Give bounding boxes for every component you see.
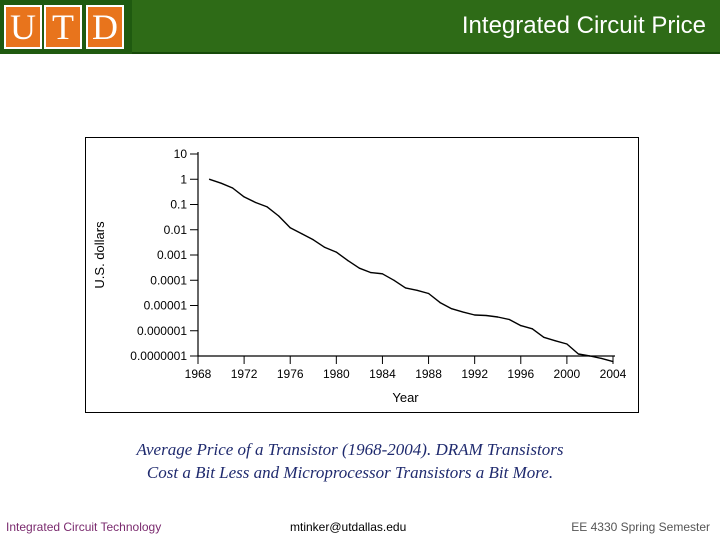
y-tick-label: 1 bbox=[180, 172, 187, 186]
price-data-point bbox=[347, 260, 349, 262]
x-tick-label: 1996 bbox=[507, 367, 534, 381]
y-tick-label: 0.001 bbox=[157, 248, 187, 262]
y-tick-label: 0.1 bbox=[170, 198, 187, 212]
caption-line-1: Average Price of a Transistor (1968-2004… bbox=[136, 440, 564, 459]
price-data-point bbox=[324, 246, 326, 248]
utd-logo: U T D bbox=[0, 0, 132, 54]
logo-letter-t: T bbox=[44, 5, 82, 49]
price-data-point bbox=[531, 328, 533, 330]
chart-frame: 10 1 0.1 0.01 0.001 0.0001 0.00001 0.000001 0.00… bbox=[85, 137, 639, 413]
price-data-point bbox=[278, 215, 280, 217]
x-tick-label: 1988 bbox=[415, 367, 442, 381]
footer-course-topic: Integrated Circuit Technology bbox=[6, 520, 162, 534]
figure-caption: Average Price of a Transistor (1968-2004… bbox=[40, 438, 660, 484]
price-series-line bbox=[209, 178, 614, 363]
y-tick-label: 0.01 bbox=[164, 223, 188, 237]
price-data-point bbox=[370, 272, 372, 274]
footer-semester: EE 4330 Spring Semester bbox=[571, 520, 710, 534]
price-data-point bbox=[404, 287, 407, 289]
price-data-point bbox=[243, 196, 245, 198]
price-data-point bbox=[439, 302, 441, 304]
caption-line-2: Cost a Bit Less and Microprocessor Trans… bbox=[146, 463, 554, 482]
x-tick-label: 1980 bbox=[323, 367, 350, 381]
price-data-point bbox=[301, 233, 303, 235]
price-data-point bbox=[220, 182, 222, 184]
price-data-point bbox=[589, 355, 591, 357]
header-bar: U T D Integrated Circuit Price bbox=[0, 0, 720, 54]
x-tick-label: 1968 bbox=[185, 367, 212, 381]
price-data-point bbox=[393, 279, 395, 281]
price-data-point bbox=[231, 187, 234, 189]
price-data-point bbox=[600, 357, 603, 360]
price-data-point bbox=[451, 308, 453, 310]
price-data-point bbox=[497, 316, 499, 318]
price-data-point bbox=[381, 273, 384, 275]
price-data-point bbox=[335, 251, 337, 253]
y-tick-label: 10 bbox=[174, 147, 188, 161]
price-data-point bbox=[255, 201, 257, 204]
x-axis-label: Year bbox=[392, 390, 419, 405]
x-tick-label: 2004 bbox=[600, 367, 627, 381]
price-data-point bbox=[289, 227, 291, 229]
x-tick-label: 1972 bbox=[231, 367, 258, 381]
price-data-point bbox=[474, 314, 476, 316]
y-tick-label: 0.0000001 bbox=[130, 349, 187, 363]
price-data-point bbox=[427, 292, 430, 295]
logo-letter-u: U bbox=[4, 5, 42, 49]
price-data-point bbox=[520, 324, 522, 327]
price-data-point bbox=[462, 311, 464, 313]
price-data-point bbox=[358, 267, 360, 269]
footer-email: mtinker@utdallas.edu bbox=[290, 520, 407, 534]
x-tick-label: 2000 bbox=[554, 367, 581, 381]
y-tick-label: 0.0001 bbox=[150, 273, 187, 287]
price-data-point bbox=[543, 336, 545, 338]
slide-title: Integrated Circuit Price bbox=[461, 12, 706, 39]
y-tick-label: 0.000001 bbox=[137, 324, 187, 338]
x-tick-label: 1976 bbox=[277, 367, 304, 381]
price-data-point bbox=[508, 318, 510, 321]
transistor-price-chart: 10 1 0.1 0.01 0.001 0.0001 0.00001 0.000001 0.00… bbox=[92, 147, 627, 405]
price-data-point bbox=[485, 314, 487, 317]
price-data-point bbox=[566, 343, 568, 345]
price-data-point bbox=[577, 353, 580, 355]
y-axis-label: U.S. dollars bbox=[92, 221, 107, 289]
logo-letter-d: D bbox=[86, 5, 124, 49]
x-tick-label: 1992 bbox=[461, 367, 488, 381]
price-data-point bbox=[416, 289, 418, 291]
y-tick-label: 0.00001 bbox=[144, 299, 188, 313]
x-tick-label: 1984 bbox=[369, 367, 396, 381]
price-data-point bbox=[266, 206, 268, 208]
price-data-point bbox=[554, 340, 556, 342]
price-data-point bbox=[612, 361, 614, 363]
price-data-point bbox=[312, 239, 314, 241]
price-data-point bbox=[208, 178, 211, 180]
